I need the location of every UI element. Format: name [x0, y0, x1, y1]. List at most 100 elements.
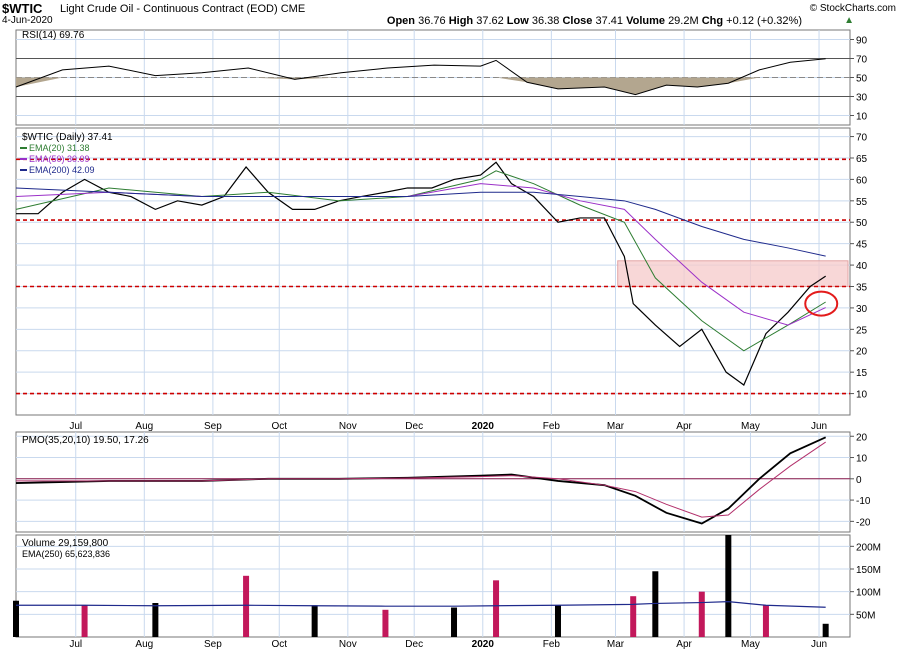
month-tick-label: Dec: [405, 421, 423, 432]
close-value: 37.41: [595, 15, 624, 27]
volume-bar: [451, 607, 458, 637]
rsi-ytick-label: 90: [856, 36, 868, 47]
volume-bar: [13, 600, 19, 637]
low-value: 36.38: [531, 15, 560, 27]
month-tick-label: Mar: [607, 639, 625, 650]
volume-ytick-label: 150M: [856, 565, 881, 576]
volume-label: Volume: [626, 15, 665, 27]
volume-bar: [630, 596, 637, 637]
price-title: $WTIC (Daily) 37.41: [22, 132, 113, 143]
volume-bar: [243, 575, 250, 637]
volume-bar: [81, 605, 88, 637]
month-tick-label: Nov: [339, 639, 357, 650]
volume-bar: [652, 571, 659, 637]
volume-ytick-label: 200M: [856, 542, 881, 553]
price-ytick-label: 10: [856, 390, 868, 401]
ema20-series-line: [15, 170, 826, 352]
chart-symbol: $WTIC: [2, 1, 43, 16]
open-value: 36.76: [418, 15, 446, 27]
price-ytick-label: 30: [856, 304, 868, 315]
price-ytick-label: 50: [856, 218, 868, 229]
month-tick-label: Mar: [607, 421, 625, 432]
pmo-ytick-label: 20: [856, 432, 868, 443]
volume-bar: [152, 603, 159, 637]
up-arrow-icon: ▲: [844, 15, 854, 26]
volume-ema-legend: EMA(250) 65,623,836: [22, 549, 110, 559]
month-tick-label: Apr: [676, 421, 692, 432]
pmo-ytick-label: 10: [856, 454, 868, 465]
month-tick-label: Apr: [676, 639, 692, 650]
pmo-ytick-label: -10: [856, 496, 871, 507]
price-ytick-label: 20: [856, 347, 868, 358]
month-tick-label: Nov: [339, 421, 357, 432]
rsi-below-50-fill: [16, 77, 826, 95]
pmo-signal-line: [16, 441, 826, 518]
instrument-name: Light Crude Oil - Continuous Contract (E…: [60, 3, 278, 15]
rsi-ytick-label: 10: [856, 112, 868, 123]
instrument-exchange: CME: [280, 3, 306, 15]
month-tick-label: Jul: [69, 639, 82, 650]
month-tick-label: Sep: [204, 421, 222, 432]
copyright-link[interactable]: © StockCharts.com: [809, 3, 896, 14]
high-value: 37.62: [476, 15, 504, 27]
month-tick-label: Feb: [543, 421, 561, 432]
chart-instrument-name: Light Crude Oil - Continuous Contract (E…: [60, 3, 305, 15]
month-tick-label: Jul: [69, 421, 82, 432]
volume-legend: Volume 29,159,800: [22, 538, 109, 549]
volume-bar: [725, 535, 732, 637]
price-ytick-label: 60: [856, 175, 868, 186]
volume-bar: [554, 605, 561, 637]
volume-bar: [382, 609, 389, 637]
volume-ytick-label: 50M: [856, 610, 875, 621]
ema200-series-line: [15, 187, 826, 257]
rsi-line: [15, 58, 826, 96]
month-tick-label: Jun: [811, 421, 827, 432]
ema-crossover-circle: [804, 290, 839, 317]
chart-date: 4-Jun-2020: [2, 15, 53, 26]
high-label: High: [448, 15, 474, 27]
low-label: Low: [506, 15, 529, 27]
volume-bar: [822, 623, 829, 637]
rsi-ytick-label: 70: [856, 55, 868, 66]
rsi-legend: RSI(14) 69.76: [22, 30, 85, 41]
month-tick-label: 2020: [472, 639, 495, 650]
month-tick-label: Dec: [405, 639, 423, 650]
price-legend-ema50: EMA(50) 30.09: [29, 154, 90, 164]
price-ytick-label: 70: [856, 133, 868, 144]
price-ytick-label: 65: [856, 154, 868, 165]
month-tick-label: Aug: [135, 421, 153, 432]
month-tick-label: May: [741, 639, 760, 650]
volume-ema-line: [16, 601, 826, 608]
price-series-line: [16, 161, 826, 386]
price-ytick-label: 55: [856, 197, 868, 208]
price-ytick-label: 35: [856, 282, 868, 293]
close-label: Close: [562, 15, 593, 27]
month-tick-label: Aug: [135, 639, 153, 650]
month-tick-label: Sep: [204, 639, 222, 650]
price-legend-ema20: EMA(20) 31.38: [29, 143, 90, 153]
volume-bar: [762, 605, 769, 637]
price-ytick-label: 40: [856, 261, 868, 272]
pmo-ytick-label: 0: [856, 475, 862, 486]
pmo-panel-frame: [15, 431, 851, 533]
price-ytick-label: 45: [856, 240, 868, 251]
price-ytick-label: 15: [856, 368, 868, 379]
open-label: Open: [386, 15, 416, 27]
volume-ytick-label: 100M: [856, 588, 881, 599]
pmo-ytick-label: -20: [856, 517, 871, 528]
month-tick-label: Oct: [271, 639, 287, 650]
month-tick-label: Jun: [811, 639, 827, 650]
month-tick-label: May: [741, 421, 760, 432]
price-legend-ema200: EMA(200) 42.09: [29, 165, 95, 175]
volume-panel-frame: [15, 534, 851, 638]
volume-value: 29.2M: [668, 15, 699, 27]
volume-bar: [698, 591, 705, 637]
chg-value: +0.12 (+0.32%): [726, 15, 802, 27]
volume-bar: [493, 580, 500, 637]
quote-summary: Open 36.76 High 37.62 Low 36.38 Close 37…: [387, 15, 802, 27]
resistance-zone: [617, 260, 849, 287]
month-tick-label: 2020: [472, 421, 495, 432]
rsi-ytick-label: 50: [856, 74, 868, 85]
chg-label: Chg: [701, 15, 724, 27]
